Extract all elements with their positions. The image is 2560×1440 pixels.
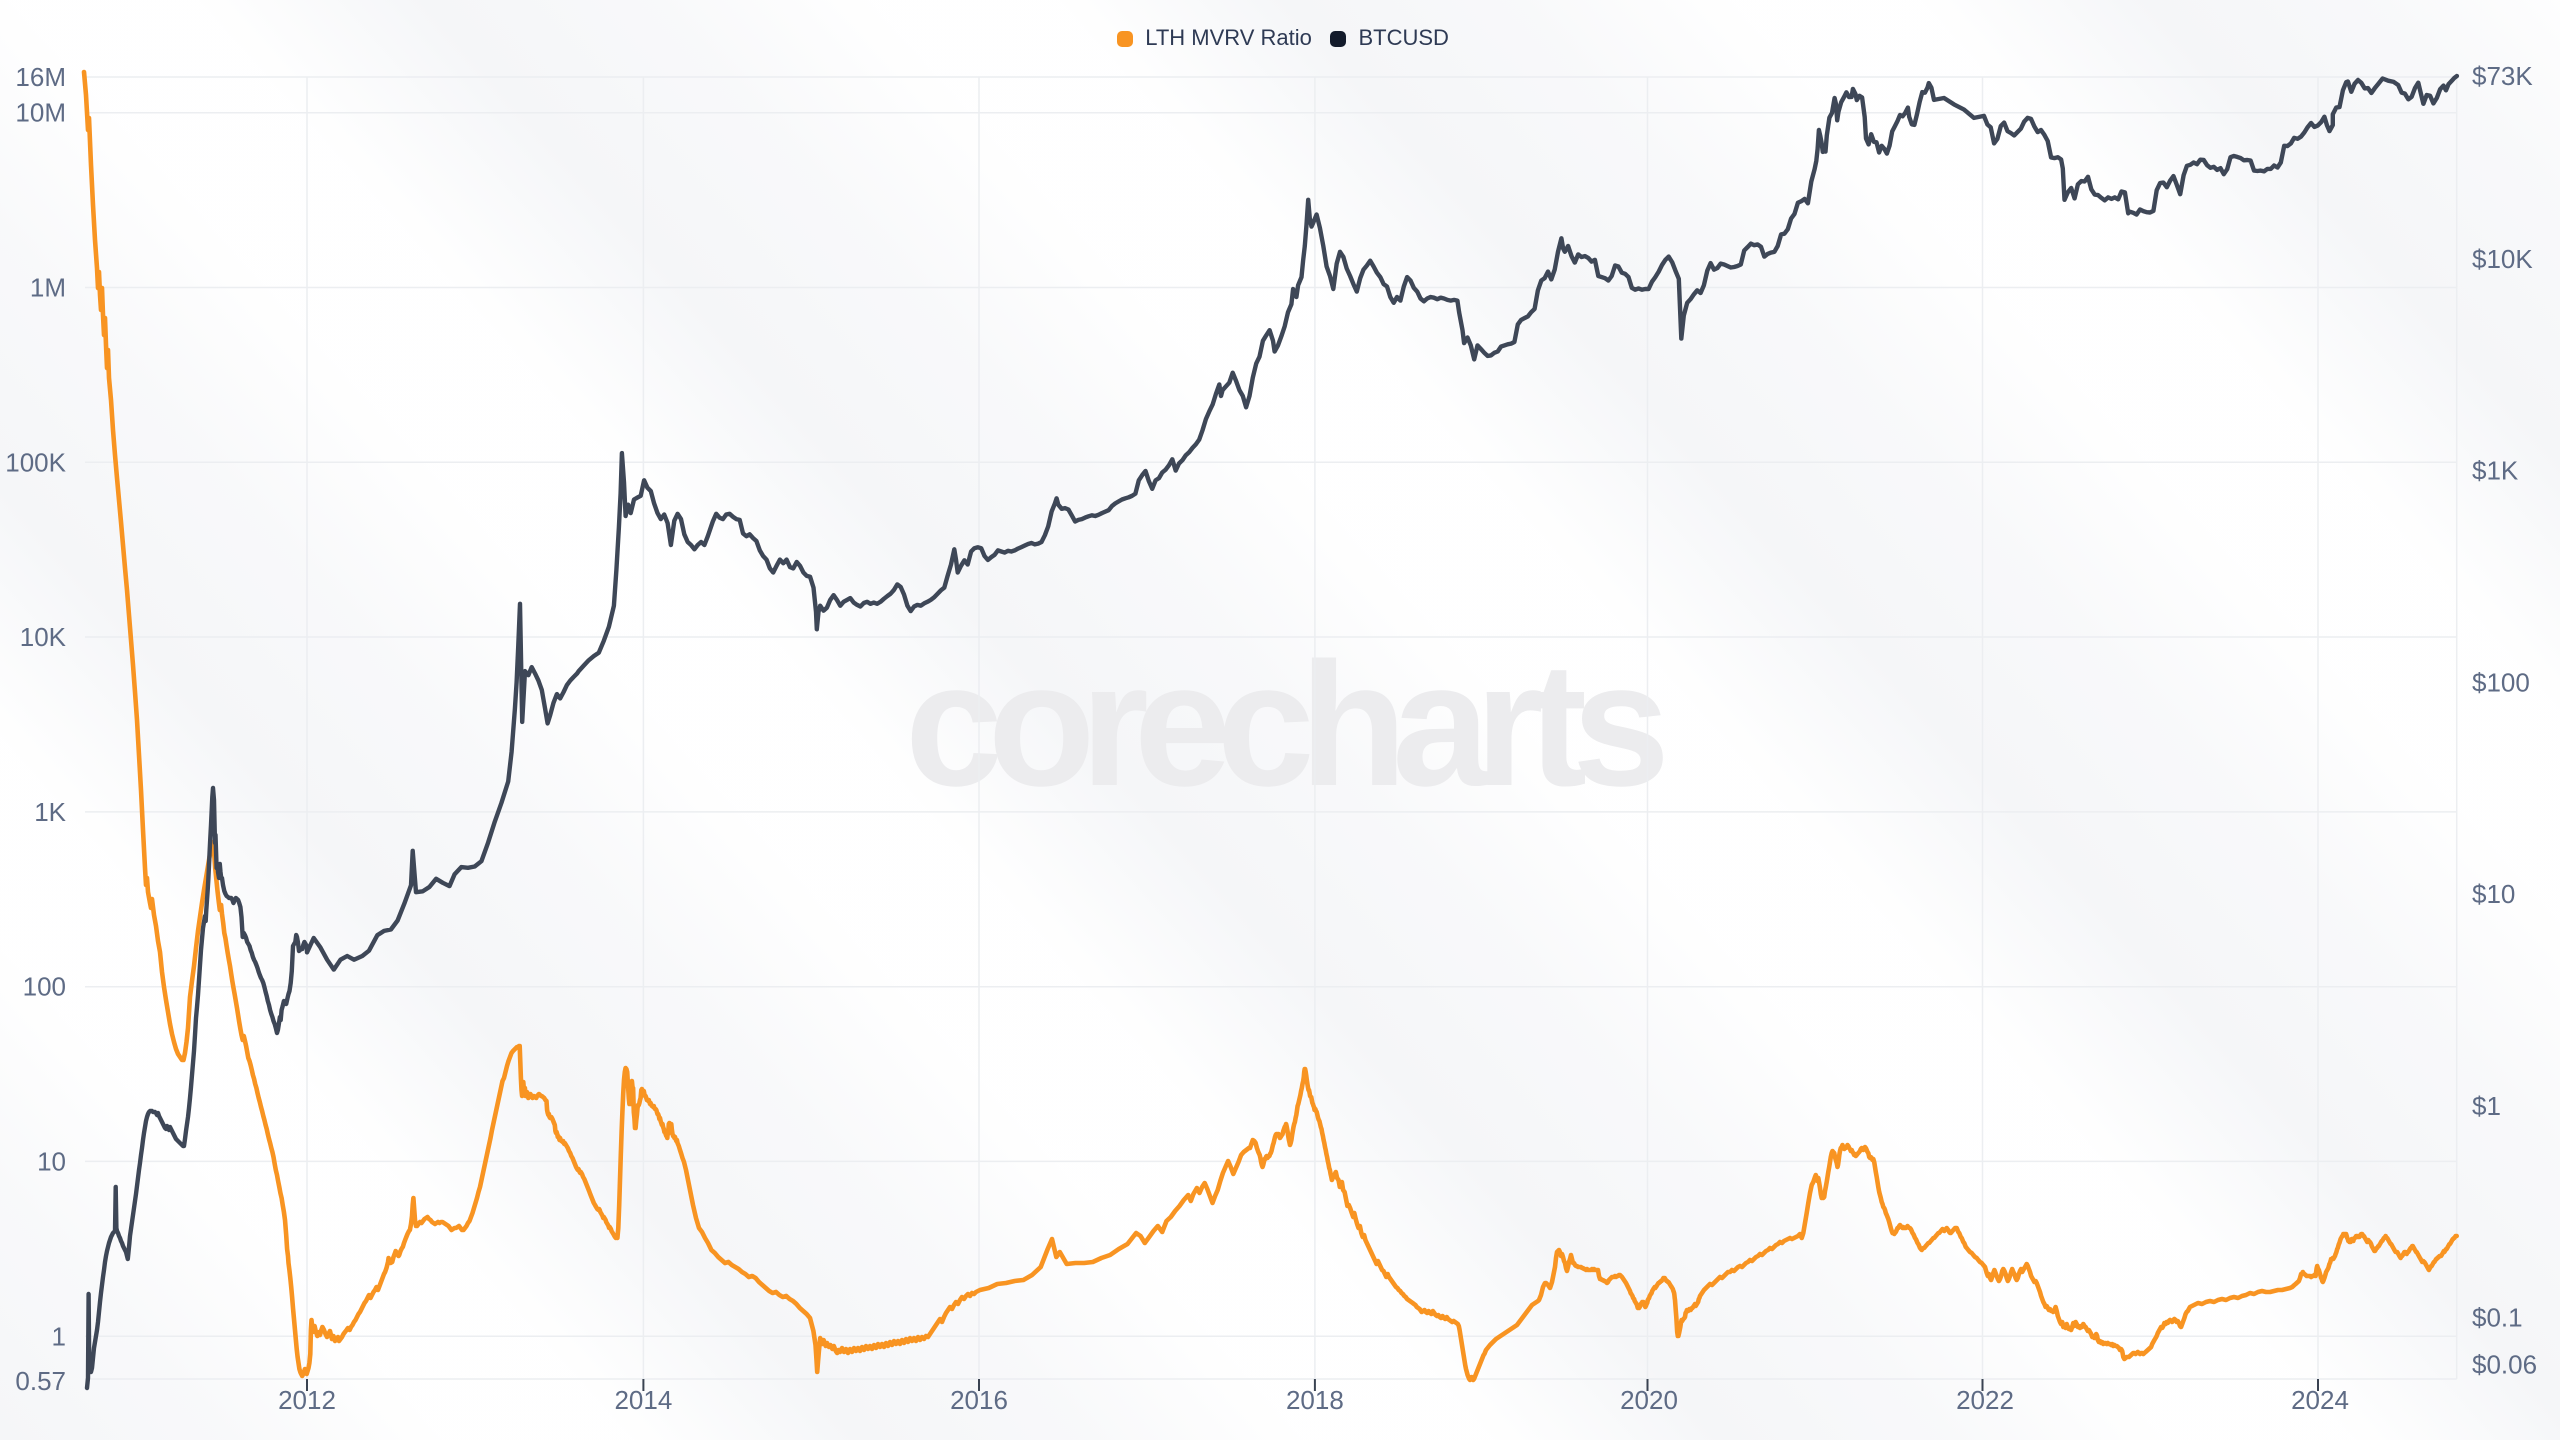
svg-text:2020: 2020 xyxy=(1620,1385,1678,1415)
svg-text:$0.06: $0.06 xyxy=(2472,1350,2537,1380)
svg-text:$10: $10 xyxy=(2472,879,2515,909)
svg-text:1: 1 xyxy=(52,1321,66,1351)
svg-text:2016: 2016 xyxy=(950,1385,1008,1415)
svg-text:2024: 2024 xyxy=(2291,1385,2349,1415)
svg-text:100: 100 xyxy=(23,972,66,1002)
svg-text:0.57: 0.57 xyxy=(15,1366,66,1396)
svg-text:$1K: $1K xyxy=(2472,456,2519,486)
svg-text:1K: 1K xyxy=(34,797,66,827)
svg-text:2022: 2022 xyxy=(1956,1385,2014,1415)
svg-text:16M: 16M xyxy=(15,62,66,92)
svg-text:$0.1: $0.1 xyxy=(2472,1303,2523,1333)
svg-text:2012: 2012 xyxy=(278,1385,336,1415)
svg-text:$73K: $73K xyxy=(2472,61,2533,91)
svg-text:2018: 2018 xyxy=(1286,1385,1344,1415)
svg-text:10K: 10K xyxy=(20,622,67,652)
svg-text:10M: 10M xyxy=(15,98,66,128)
svg-text:1M: 1M xyxy=(30,273,66,303)
svg-text:2014: 2014 xyxy=(614,1385,672,1415)
svg-text:$1: $1 xyxy=(2472,1091,2501,1121)
svg-text:$10K: $10K xyxy=(2472,244,2533,274)
svg-text:10: 10 xyxy=(37,1146,66,1176)
svg-text:$100: $100 xyxy=(2472,667,2530,697)
svg-text:100K: 100K xyxy=(5,447,66,477)
